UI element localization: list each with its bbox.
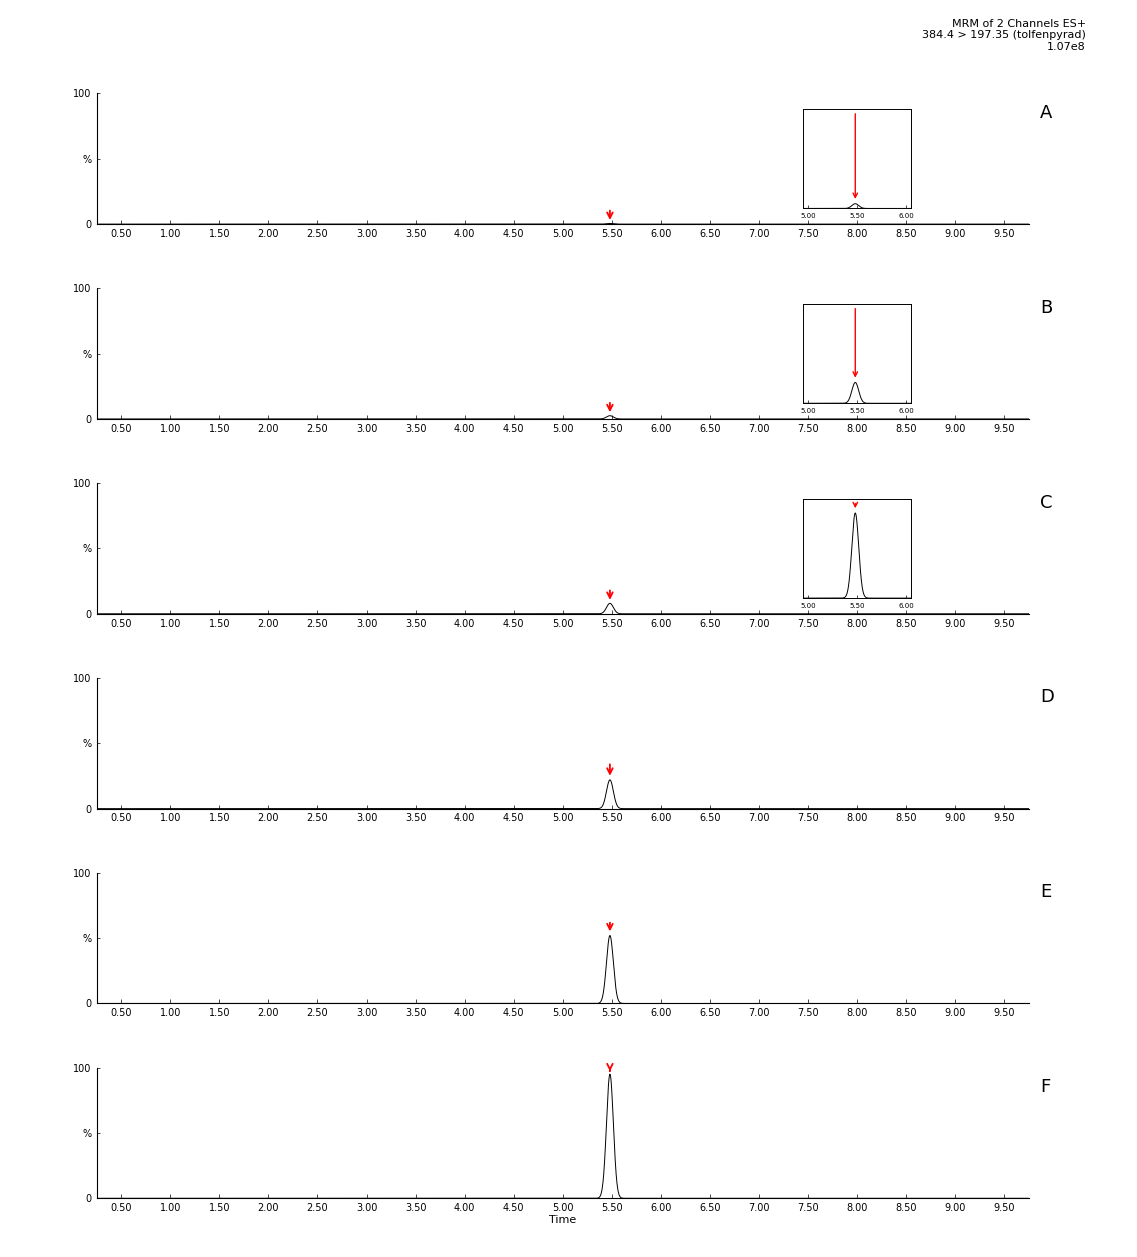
Text: D: D (1040, 689, 1054, 706)
Text: F: F (1040, 1079, 1051, 1096)
Text: C: C (1040, 494, 1053, 512)
Text: MRM of 2 Channels ES+
384.4 > 197.35 (tolfenpyrad)
1.07e8: MRM of 2 Channels ES+ 384.4 > 197.35 (to… (922, 19, 1086, 52)
Text: E: E (1040, 884, 1052, 901)
Text: B: B (1040, 299, 1053, 317)
Text: A: A (1040, 104, 1053, 122)
X-axis label: Time: Time (549, 1214, 576, 1224)
